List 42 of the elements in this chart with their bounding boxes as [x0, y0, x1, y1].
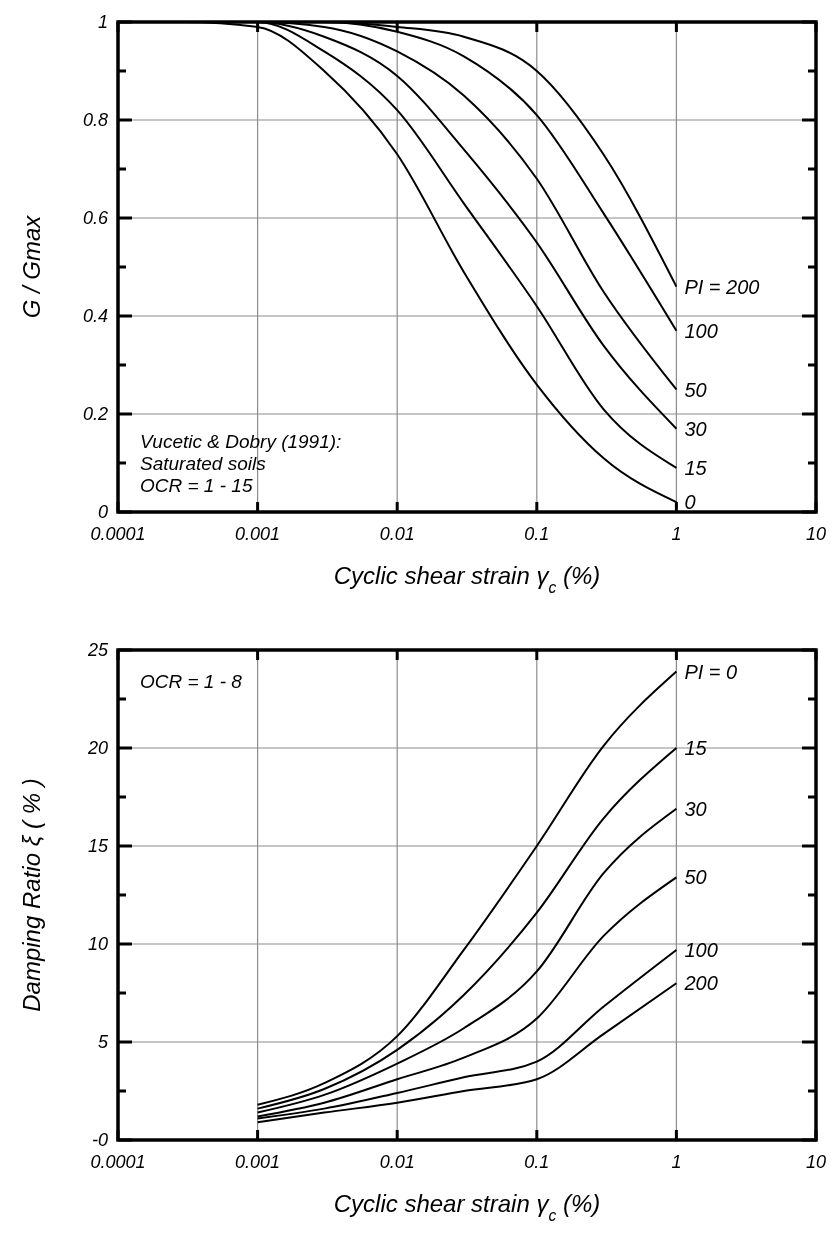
x-tick-label: 1 — [671, 1152, 682, 1172]
x-tick-label: 0.01 — [379, 524, 415, 544]
series-label: 200 — [683, 972, 718, 995]
annotation: Vucetic & Dobry (1991): Saturated soils OCR = 1 - 15 — [140, 431, 342, 496]
series-label: 50 — [684, 866, 707, 889]
x-tick-label: 0.1 — [524, 1152, 550, 1172]
y-tick-label: 20 — [86, 738, 108, 759]
y-tick-label: 10 — [87, 934, 108, 955]
y-tick-label: 0.2 — [82, 404, 108, 425]
y-tick-label: 0 — [97, 502, 108, 523]
series-label: 15 — [684, 737, 708, 759]
y-tick-label: 5 — [97, 1032, 109, 1053]
x-tick-label: 0.001 — [235, 1152, 281, 1172]
series-label: 100 — [684, 319, 718, 342]
series-label: PI = 200 — [684, 275, 760, 298]
series-label: 0 — [684, 491, 696, 514]
y-tick-label: -0 — [91, 1130, 108, 1151]
series-label: 50 — [684, 378, 707, 401]
x-tick-label: 0.1 — [524, 524, 550, 544]
legend-label: PI = 0 — [684, 660, 738, 683]
x-tick-label: 10 — [805, 524, 827, 544]
x-tick-label: 0.01 — [379, 1152, 415, 1172]
y-tick-label: 25 — [86, 640, 109, 661]
y-tick-label: 1 — [97, 12, 108, 33]
series-label: 15 — [684, 456, 708, 479]
y-axis-title: Damping Ratio ξ ( % ) — [18, 778, 45, 1012]
x-tick-label: 1 — [671, 524, 682, 544]
x-tick-label: 10 — [805, 1152, 827, 1172]
x-tick-label: 0.0001 — [90, 1152, 146, 1172]
x-tick-label: 0.001 — [235, 524, 281, 544]
series-label: 30 — [684, 797, 707, 820]
x-axis-title: Cyclic shear strain γ$_{c}$ (%) — [333, 562, 601, 596]
series-label: 30 — [684, 417, 707, 440]
y-tick-label: 15 — [87, 836, 109, 857]
y-axis-title: G / Gmax — [18, 214, 45, 319]
x-axis-title: Cyclic shear strain γ$_{c}$ (%) — [333, 1190, 601, 1224]
x-tick-label: 0.0001 — [90, 524, 146, 544]
y-tick-label: 0.6 — [82, 208, 109, 229]
y-tick-label: 0.4 — [82, 306, 108, 327]
series-label: 100 — [684, 938, 718, 961]
annotation: OCR = 1 - 8 — [140, 671, 243, 692]
y-tick-label: 0.8 — [82, 110, 108, 131]
